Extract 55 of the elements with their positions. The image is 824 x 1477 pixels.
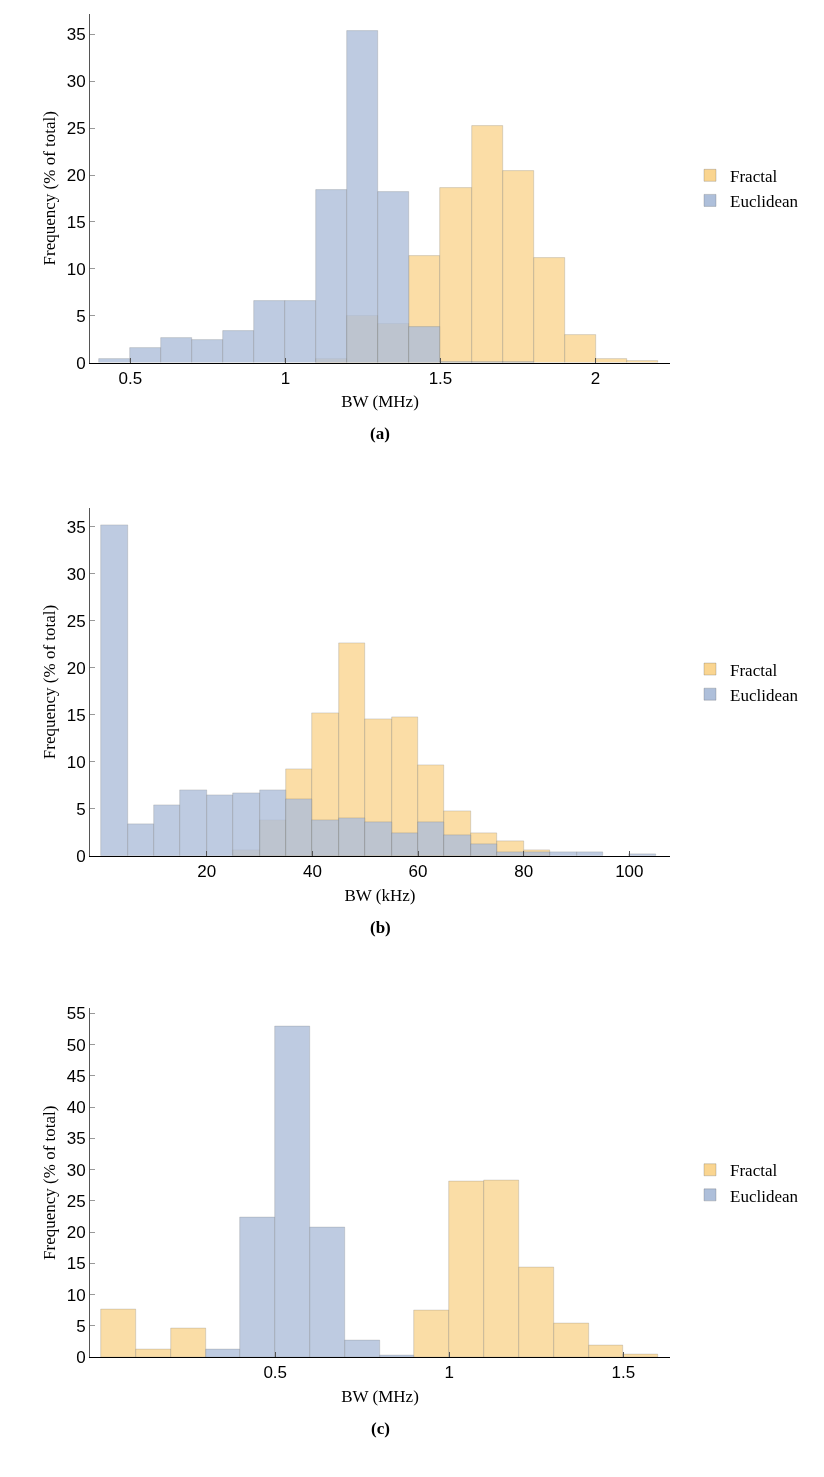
x-tick-label: 0.5 [118, 368, 143, 388]
y-tick-label: 15 [66, 1254, 86, 1274]
y-tick-label: 5 [76, 799, 86, 819]
legend-label: Fractal [730, 1161, 778, 1181]
x-tick-label: 20 [197, 862, 217, 882]
y-tick-label: 35 [66, 25, 86, 45]
x-tick-label: 60 [408, 862, 428, 882]
y-axis-title: Frequency (% of total) [40, 111, 60, 266]
y-tick-label: 0 [76, 353, 86, 373]
x-tick-label: 1 [280, 368, 291, 388]
y-tick-label: 25 [66, 119, 86, 139]
legend-label: Euclidean [730, 1186, 799, 1206]
text: (b) [370, 918, 391, 937]
y-tick-label: 5 [76, 1316, 86, 1336]
x-tick-label: 100 [615, 862, 644, 882]
x-tick-label: 1.5 [428, 368, 453, 388]
x-tick-label: 40 [302, 862, 322, 882]
y-tick-label: 20 [66, 166, 86, 186]
y-tick-label: 25 [66, 611, 86, 631]
y-tick-label: 30 [66, 1160, 86, 1180]
y-tick-label: 10 [66, 259, 86, 279]
y-tick-label: 0 [76, 846, 86, 866]
legend-label: Euclidean [730, 685, 799, 705]
x-tick-label: 1.5 [611, 1363, 636, 1383]
legend-label: Euclidean [730, 192, 799, 212]
y-tick-label: 25 [66, 1191, 86, 1211]
x-axis-title: BW (kHz) [344, 885, 416, 905]
x-tick-label: 2 [590, 368, 601, 388]
y-axis-title: Frequency (% of total) [40, 604, 60, 760]
y-tick-label: 10 [66, 752, 86, 772]
y-tick-label: 30 [66, 72, 86, 92]
x-axis-title: BW (MHz) [341, 392, 419, 412]
y-axis-title: Frequency (% of total) [40, 1105, 60, 1260]
y-tick-label: 35 [66, 517, 86, 537]
text: (c) [371, 1419, 390, 1438]
y-tick-label: 40 [66, 1098, 86, 1118]
y-tick-label: 20 [66, 1223, 86, 1243]
y-tick-label: 15 [66, 212, 86, 232]
y-tick-label: 35 [66, 1129, 86, 1149]
y-tick-label: 5 [76, 306, 86, 326]
x-axis-title: BW (MHz) [341, 1386, 419, 1406]
legend-label: Fractal [730, 166, 778, 186]
y-tick-label: 50 [66, 1035, 86, 1055]
x-tick-label: 80 [514, 862, 534, 882]
x-tick-label: 0.5 [263, 1363, 288, 1383]
y-tick-label: 20 [66, 658, 86, 678]
y-tick-label: 30 [66, 564, 86, 584]
y-tick-label: 10 [66, 1285, 86, 1305]
x-tick-label: 1 [444, 1363, 455, 1383]
y-tick-label: 45 [66, 1066, 86, 1086]
y-tick-label: 55 [66, 1004, 86, 1024]
y-tick-label: 15 [66, 705, 86, 725]
legend-label: Fractal [730, 660, 778, 680]
y-tick-label: 0 [76, 1348, 86, 1367]
text: (a) [370, 424, 390, 443]
